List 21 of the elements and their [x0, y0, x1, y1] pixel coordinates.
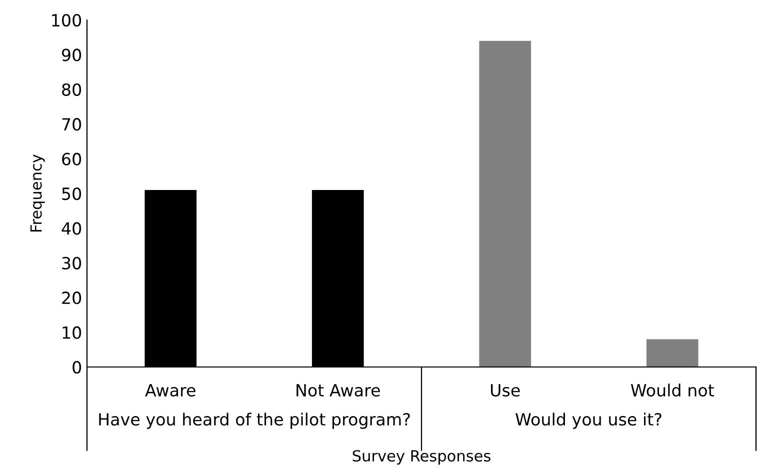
bar	[646, 339, 698, 367]
x-tick-label: Use	[491, 384, 520, 397]
y-tick-label: 80	[62, 83, 82, 96]
text: Have you heard of the pilot program?	[99, 412, 410, 429]
y-tick-label: 70	[62, 118, 82, 131]
y-tick-label: 0	[72, 360, 82, 374]
text: Would you use it?	[516, 412, 662, 429]
y-tick-label: 40	[62, 222, 82, 235]
x-tick-label: Would not	[630, 384, 714, 397]
y-tick-label: 90	[62, 48, 82, 62]
y-axis-title: Frequency	[30, 154, 45, 232]
x-tick-label: Aware	[145, 384, 196, 397]
y-tick-label: 30	[62, 256, 82, 270]
y-tick-label: 10	[62, 326, 82, 339]
y-tick-label: 20	[62, 292, 82, 304]
y-tick-label: 50	[62, 187, 82, 200]
x-axis-title: Survey Responses	[352, 450, 490, 465]
y-tick-label: 100	[52, 14, 82, 27]
x-tick-label: Not Aware	[296, 384, 380, 397]
y-tick-label: 60	[62, 152, 82, 166]
bar	[479, 40, 532, 367]
